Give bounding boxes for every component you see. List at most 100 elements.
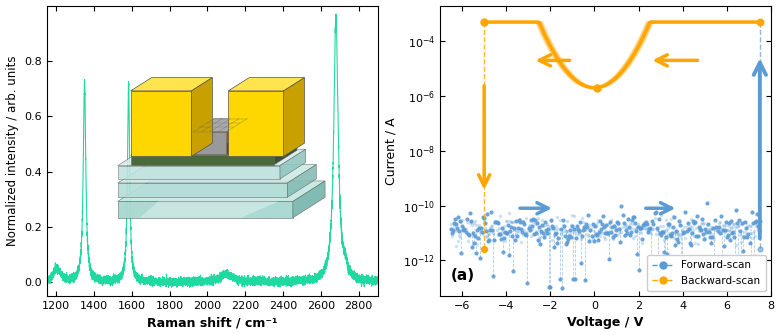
Point [505,219,518,224]
Point [752,223,764,229]
Point [675,222,688,228]
Point [683,241,696,246]
Point [446,230,459,236]
Point [448,224,460,229]
Point [652,217,665,222]
Point [587,239,600,244]
Point [614,240,626,245]
Point [543,232,555,237]
Point [518,227,530,232]
Point [540,232,552,237]
Point [514,216,526,222]
Point [669,229,682,234]
Point [626,221,638,226]
Point [562,232,575,238]
Point [569,276,581,281]
Point [731,225,743,230]
Point [623,232,636,238]
Point [507,268,519,273]
Point [459,226,472,231]
Point [709,227,722,233]
Point [545,219,558,224]
Point [461,238,473,244]
Point [640,219,653,224]
Point [619,227,632,232]
Point [530,230,542,236]
Point [585,233,597,239]
Point [699,226,711,231]
Point [661,251,673,257]
Point [619,223,631,228]
Point [463,210,476,215]
Point [451,225,463,231]
Point [537,223,549,228]
Point [578,224,590,229]
Point [719,220,732,225]
Point [663,230,675,235]
Point [594,233,606,239]
Point [600,228,612,233]
Point [707,225,720,231]
Point [705,225,718,230]
Point [495,225,508,231]
Point [599,237,612,242]
Point [606,225,619,230]
Point [582,233,594,239]
Point [668,236,680,241]
Point [693,228,705,234]
Point [637,226,650,231]
Point [614,225,626,230]
Point [516,218,529,223]
Point [558,233,571,239]
Point [577,220,590,225]
Point [550,223,562,229]
Point [604,219,616,224]
Point [449,216,462,222]
Point [697,231,709,237]
Point [447,227,459,233]
Point [661,221,674,227]
Point [706,234,718,240]
Point [568,226,580,231]
Point [741,234,753,240]
Point [478,217,491,222]
Point [553,217,566,223]
Point [684,216,697,222]
Point [533,224,545,230]
Point [642,229,654,235]
Point [463,233,475,238]
Point [731,220,743,225]
Point [450,244,463,249]
Point [594,229,607,234]
Point [700,227,712,232]
Point [739,230,752,235]
Point [561,218,573,223]
Point [724,238,736,243]
Point [721,227,733,232]
Point [590,220,603,225]
Point [519,231,532,236]
Point [527,231,540,237]
Point [460,216,473,221]
Point [551,214,564,219]
Point [504,219,516,224]
Point [536,217,548,223]
Point [740,232,753,238]
Point [459,226,471,232]
Point [477,215,489,220]
Point [498,235,510,241]
Point [672,239,685,244]
Point [735,259,747,264]
Point [488,273,500,278]
Point [526,227,538,232]
Point [513,226,526,231]
Point [534,242,546,247]
Point [519,230,532,236]
Point [496,249,509,255]
Point [647,221,660,226]
Point [534,229,547,234]
Point [641,225,654,231]
Point [610,225,622,230]
Point [740,225,753,230]
Point [521,280,534,285]
